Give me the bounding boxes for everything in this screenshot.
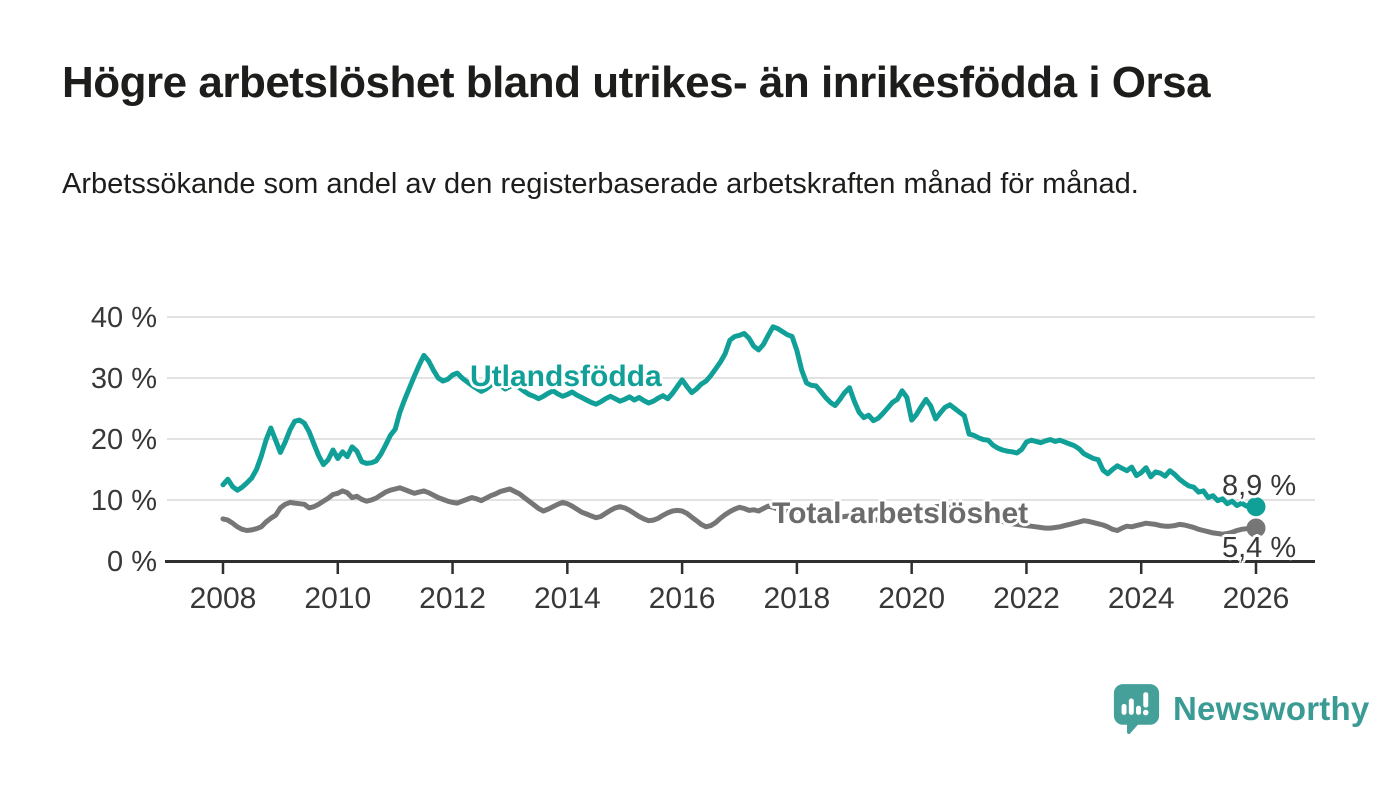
bar-1 <box>1121 703 1127 715</box>
end-dot-utlandsfodda <box>1246 497 1266 517</box>
exclamation-dot <box>1142 709 1149 716</box>
x-axis-label: 2018 <box>764 582 831 615</box>
series-label-total-arbetsloshet: Total arbetslöshet <box>772 497 1029 530</box>
x-axis-label: 2012 <box>419 582 486 615</box>
x-axis-label: 2016 <box>649 582 716 615</box>
y-axis-label: 30 % <box>91 363 157 395</box>
series-label-utlandsfodda: Utlandsfödda <box>470 360 662 393</box>
end-value-label-total-arbetsloshet: 5,4 % <box>1222 532 1297 564</box>
y-axis-label: 0 % <box>107 546 157 578</box>
series-line-total-arbetsloshet <box>220 485 1259 537</box>
series-line-utlandsfodda <box>220 324 1259 510</box>
x-axis-label: 2022 <box>993 582 1060 615</box>
y-axis-label: 40 % <box>91 302 157 334</box>
newsworthy-logo: Newsworthy <box>1113 682 1369 735</box>
x-axis-label: 2026 <box>1223 582 1290 615</box>
page-title: Högre arbetslöshet bland utrikes- än inr… <box>62 58 1211 107</box>
line-chart: 0 % 10 % 20 % 30 % 40 % 2008 2010 2012 2014 2016 2… <box>0 280 1400 640</box>
newsworthy-logo-text: Newsworthy <box>1173 689 1370 727</box>
x-axis-label: 2024 <box>1108 582 1175 615</box>
newsworthy-logo-icon <box>1113 684 1160 735</box>
y-axis-label: 20 % <box>91 424 157 456</box>
x-axis-label: 2014 <box>534 582 601 615</box>
bar-2 <box>1128 698 1134 715</box>
x-axis-label: 2008 <box>190 582 257 615</box>
x-axis-label: 2010 <box>304 582 371 615</box>
y-axis-label: 10 % <box>91 485 157 517</box>
end-dot-total-arbetsloshet <box>1246 518 1266 538</box>
exclamation-bar <box>1143 692 1149 708</box>
chart-subtitle: Arbetssökande som andel av den registerb… <box>62 168 1139 200</box>
bar-3 <box>1136 705 1142 715</box>
end-value-label-utlandsfodda: 8,9 % <box>1222 470 1297 502</box>
x-axis-label: 2020 <box>878 582 945 615</box>
